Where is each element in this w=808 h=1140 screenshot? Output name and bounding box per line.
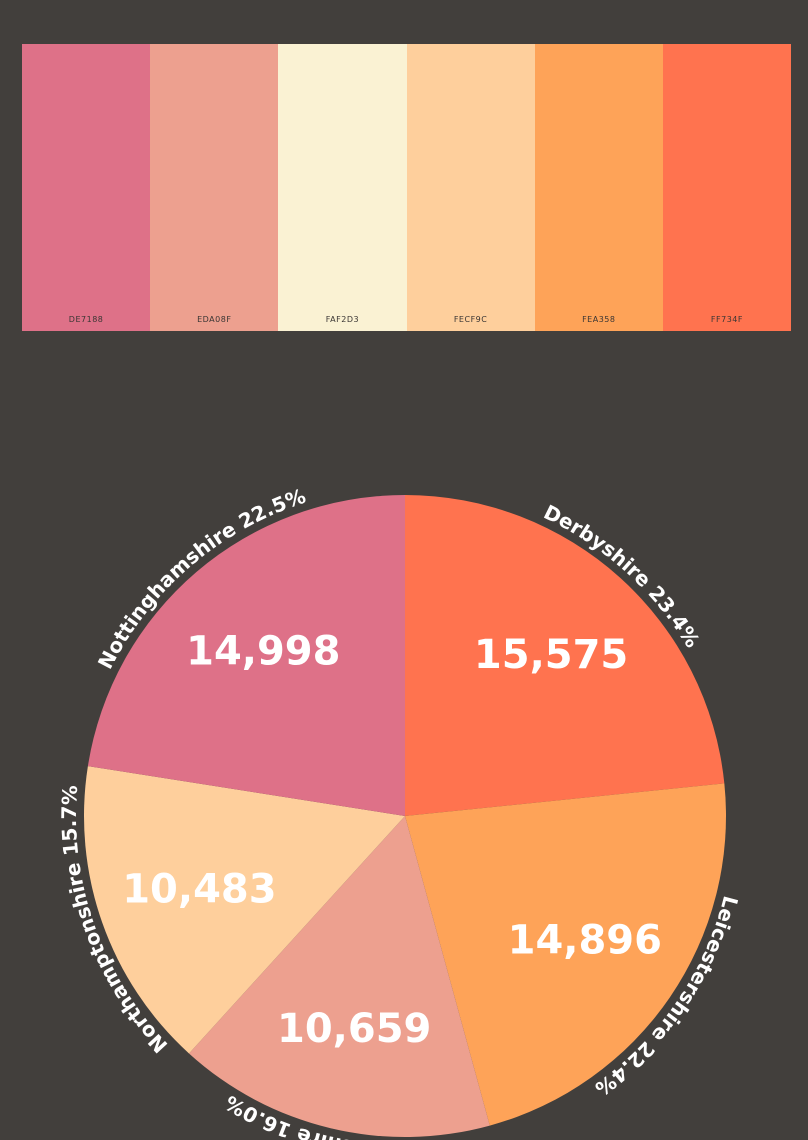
palette-swatch-code: DE7188 <box>68 315 104 324</box>
color-palette: DE7188 EDA08F FAF2D3 FECF9C FEA358 FF734F <box>22 44 792 331</box>
pie-slice-label-percent: 15.7% <box>57 784 84 864</box>
palette-swatch: EDA08F <box>150 44 279 331</box>
palette-swatch-code: EDA08F <box>197 315 232 324</box>
palette-swatch: FAF2D3 <box>278 44 407 331</box>
palette-swatch: FECF9C <box>406 44 535 331</box>
pie-value-label: 14,896 <box>508 917 662 963</box>
pie-slice-nottinghamshire <box>87 495 406 816</box>
palette-swatch-code: FAF2D3 <box>325 315 360 324</box>
pie-slice-derbyshire <box>405 495 725 816</box>
pie-value-label: 10,483 <box>122 866 276 912</box>
pie-value-label: 10,659 <box>277 1006 431 1052</box>
pie-slices <box>83 495 726 1137</box>
pie-slice-northamptonshire <box>83 766 406 1054</box>
pie-value-label: 14,998 <box>186 628 340 674</box>
pie-slice-leicestershire <box>405 783 726 1126</box>
palette-swatch-code: FECF9C <box>453 315 488 324</box>
palette-swatch: FEA358 <box>534 44 663 331</box>
palette-swatch-code: FF734F <box>710 315 743 324</box>
palette-swatch: DE7188 <box>22 44 151 331</box>
palette-swatch-code: FEA358 <box>582 315 616 324</box>
pie-slice-lincolnshire <box>189 816 490 1137</box>
pie-value-label: 15,575 <box>474 632 628 678</box>
palette-swatch: FF734F <box>662 44 792 331</box>
pie-value-labels: 15,575 14,896 10,659 10,483 14,998 <box>122 628 662 1052</box>
